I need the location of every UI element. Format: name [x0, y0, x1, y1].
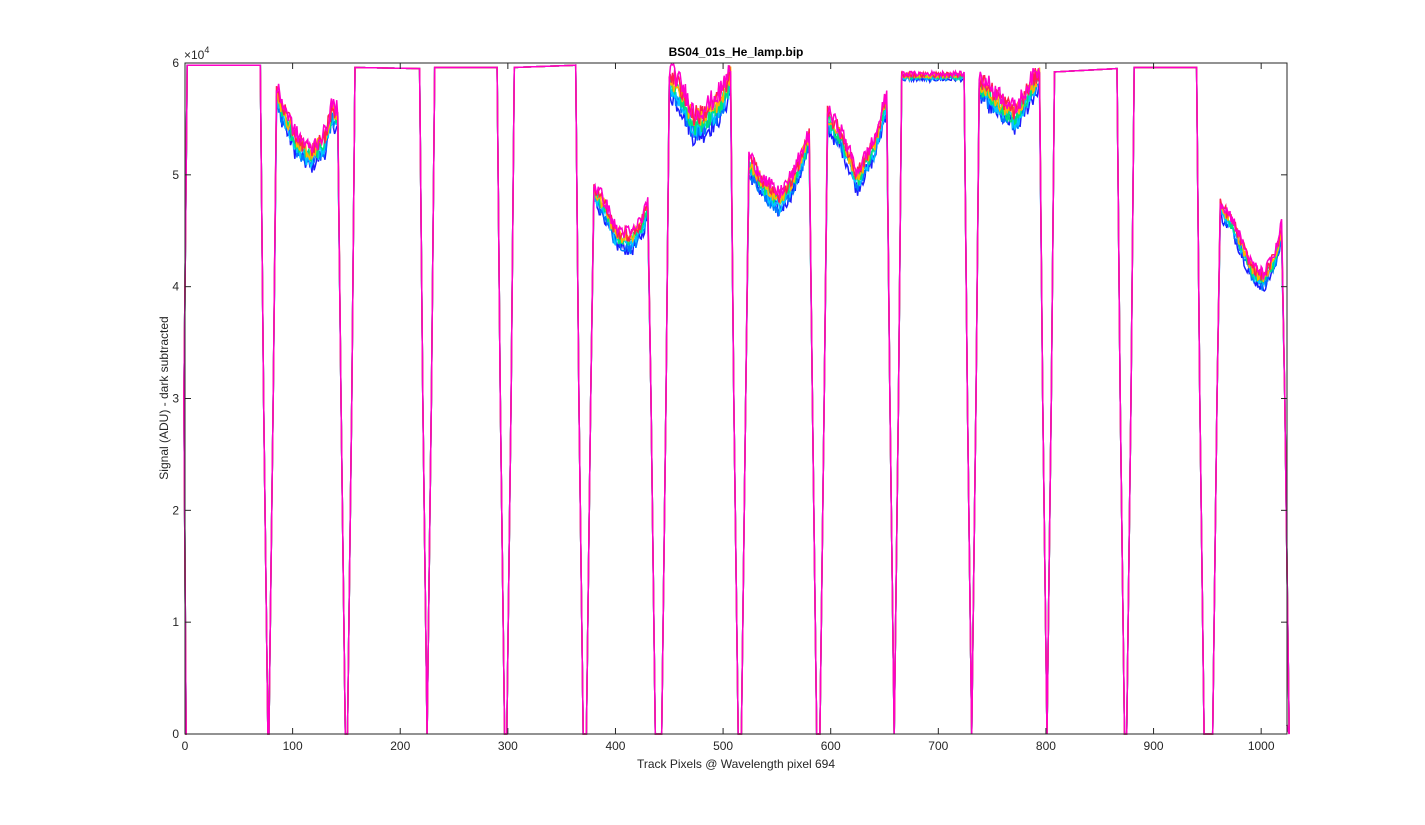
chart-title: BS04_01s_He_lamp.bip	[669, 45, 804, 59]
y-tick-label: 6	[172, 56, 179, 70]
x-tick-label: 100	[283, 739, 303, 753]
x-tick-label: 300	[498, 739, 518, 753]
y-tick-label: 5	[172, 168, 179, 182]
x-tick-label: 1000	[1248, 739, 1275, 753]
x-tick-label: 900	[1144, 739, 1164, 753]
series-line	[183, 62, 1290, 735]
x-tick-label: 0	[182, 739, 189, 753]
y-axis-label: Signal (ADU) - dark subtracted	[157, 316, 171, 479]
x-tick-label: 400	[605, 739, 625, 753]
x-axis-label: Track Pixels @ Wavelength pixel 694	[637, 757, 835, 771]
x-tick-label: 800	[1036, 739, 1056, 753]
plot-lines	[183, 62, 1290, 735]
y-tick-label: 2	[172, 503, 179, 517]
y-tick-label: 1	[172, 615, 179, 629]
x-tick-label: 200	[390, 739, 410, 753]
y-axis-exponent: ×104	[184, 45, 209, 62]
x-axis-ticks: 0 100 200 300 400 500 600 700 800 900 1000	[182, 63, 1275, 753]
x-tick-label: 700	[928, 739, 948, 753]
y-tick-label: 4	[172, 280, 179, 294]
x-tick-label: 600	[821, 739, 841, 753]
y-tick-label: 3	[172, 392, 179, 406]
y-axis-ticks: 0 1 2 3 4 5 6	[172, 56, 1287, 741]
y-tick-label: 0	[172, 727, 179, 741]
x-tick-label: 500	[713, 739, 733, 753]
